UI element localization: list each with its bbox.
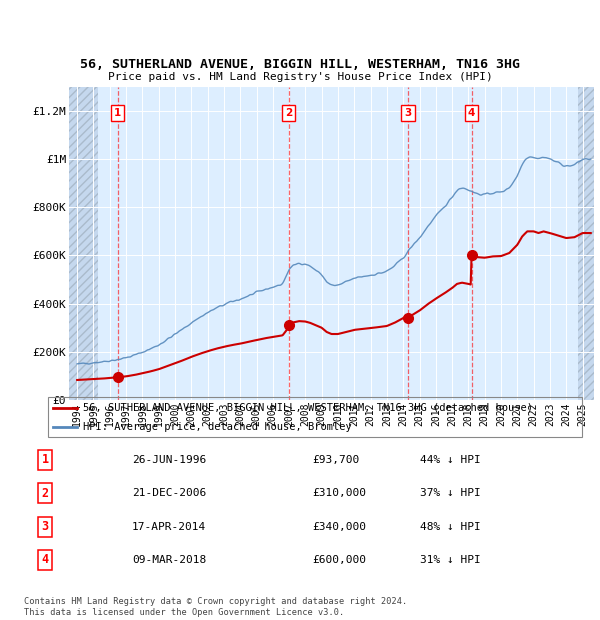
Text: 2: 2 — [285, 108, 292, 118]
Text: 2: 2 — [41, 487, 49, 500]
Bar — [578, 87, 594, 400]
Text: £600,000: £600,000 — [312, 555, 366, 565]
Text: 17-APR-2014: 17-APR-2014 — [132, 521, 206, 531]
Text: 26-JUN-1996: 26-JUN-1996 — [132, 455, 206, 465]
Text: 21-DEC-2006: 21-DEC-2006 — [132, 489, 206, 498]
Text: Price paid vs. HM Land Registry's House Price Index (HPI): Price paid vs. HM Land Registry's House … — [107, 72, 493, 82]
Text: 1: 1 — [114, 108, 121, 118]
Text: 48% ↓ HPI: 48% ↓ HPI — [420, 521, 481, 531]
Text: 31% ↓ HPI: 31% ↓ HPI — [420, 555, 481, 565]
Text: £93,700: £93,700 — [312, 455, 359, 465]
Text: £340,000: £340,000 — [312, 521, 366, 531]
Text: 37% ↓ HPI: 37% ↓ HPI — [420, 489, 481, 498]
Text: HPI: Average price, detached house, Bromley: HPI: Average price, detached house, Brom… — [83, 422, 352, 432]
Text: 3: 3 — [404, 108, 412, 118]
Text: 56, SUTHERLAND AVENUE, BIGGIN HILL, WESTERHAM, TN16 3HG (detached house): 56, SUTHERLAND AVENUE, BIGGIN HILL, WEST… — [83, 402, 533, 413]
Text: 44% ↓ HPI: 44% ↓ HPI — [420, 455, 481, 465]
Text: 1: 1 — [41, 453, 49, 466]
Bar — [69, 87, 98, 400]
Text: 3: 3 — [41, 520, 49, 533]
Text: 09-MAR-2018: 09-MAR-2018 — [132, 555, 206, 565]
Text: £310,000: £310,000 — [312, 489, 366, 498]
Text: 4: 4 — [41, 554, 49, 567]
Text: 4: 4 — [468, 108, 475, 118]
Text: Contains HM Land Registry data © Crown copyright and database right 2024.
This d: Contains HM Land Registry data © Crown c… — [24, 598, 407, 617]
Text: 56, SUTHERLAND AVENUE, BIGGIN HILL, WESTERHAM, TN16 3HG: 56, SUTHERLAND AVENUE, BIGGIN HILL, WEST… — [80, 58, 520, 71]
